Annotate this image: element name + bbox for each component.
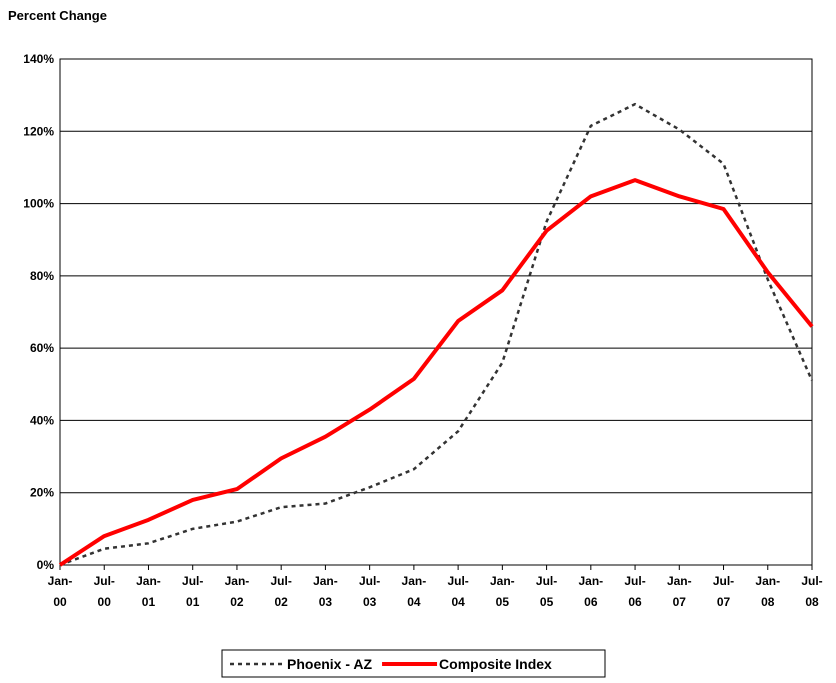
- x-tick-label-part: 06: [584, 595, 598, 609]
- x-tick-label: Jul- 02: [271, 574, 292, 609]
- x-tick-label: Jul- 06: [624, 574, 645, 609]
- x-tick-label-part: Jan-: [490, 574, 515, 588]
- x-tick-label: Jan- 08: [755, 574, 780, 609]
- x-tick-label: Jan- 04: [402, 574, 427, 609]
- x-tick-label-part: 06: [628, 595, 642, 609]
- x-tick-label-part: 01: [142, 595, 156, 609]
- x-tick-label-part: Jan-: [313, 574, 338, 588]
- x-tick-label-part: Jul-: [624, 574, 645, 588]
- x-tick-label: Jul- 05: [536, 574, 557, 609]
- x-tick-label: Jan- 06: [578, 574, 603, 609]
- x-tick-label-part: 04: [451, 595, 465, 609]
- x-tick-label-part: 02: [230, 595, 244, 609]
- x-tick-label-part: 00: [98, 595, 112, 609]
- x-tick-label-part: Jan-: [48, 574, 73, 588]
- x-tick-label-part: 05: [496, 595, 510, 609]
- x-tick-label-part: Jul-: [271, 574, 292, 588]
- x-tick-label-part: 02: [274, 595, 288, 609]
- y-tick-label: 20%: [30, 486, 54, 500]
- x-tick-label-part: 01: [186, 595, 200, 609]
- plot-border: [59, 58, 813, 566]
- x-tick-label: Jul- 08: [801, 574, 822, 609]
- x-tick-label: Jan- 07: [667, 574, 692, 609]
- x-tick-label-part: Jan-: [225, 574, 250, 588]
- chart-title: Percent Change: [8, 8, 107, 23]
- x-tick-label: Jul- 01: [182, 574, 203, 609]
- x-tick-label-part: Jul-: [182, 574, 203, 588]
- x-tick-label-part: 04: [407, 595, 421, 609]
- x-tick-label: Jan- 00: [48, 574, 73, 609]
- y-tick-label: 80%: [30, 269, 54, 283]
- x-tick-label: Jul- 07: [713, 574, 734, 609]
- x-tick-label-part: 08: [805, 595, 819, 609]
- x-tick-label-part: 03: [363, 595, 377, 609]
- x-tick-label-part: 05: [540, 595, 554, 609]
- x-tick-label-part: Jul-: [713, 574, 734, 588]
- x-tick-label-part: Jan-: [667, 574, 692, 588]
- x-tick-label-part: 07: [717, 595, 731, 609]
- x-tick-label: Jan- 05: [490, 574, 515, 609]
- x-tick-label-part: Jul-: [359, 574, 380, 588]
- x-tick-label-part: 07: [673, 595, 687, 609]
- x-tick-label-part: 03: [319, 595, 333, 609]
- y-tick-label: 60%: [30, 341, 54, 355]
- x-tick-label: Jan- 02: [225, 574, 250, 609]
- x-tick-label: Jul- 00: [94, 574, 115, 609]
- y-tick-label: 100%: [23, 197, 54, 211]
- x-tick-label-part: Jul-: [447, 574, 468, 588]
- x-tick-label: Jan- 01: [136, 574, 161, 609]
- x-tick-label: Jul- 03: [359, 574, 380, 609]
- y-tick-label: 40%: [30, 413, 54, 427]
- x-tick-label-part: Jan-: [755, 574, 780, 588]
- x-tick-label-part: 08: [761, 595, 775, 609]
- x-tick-label-part: Jul-: [536, 574, 557, 588]
- y-tick-label: 120%: [23, 124, 54, 138]
- y-tick-label: 0%: [37, 558, 55, 572]
- x-tick-label: Jan- 03: [313, 574, 338, 609]
- series-line: [59, 102, 814, 567]
- x-tick-label-part: Jan-: [578, 574, 603, 588]
- x-tick-label-part: Jan-: [402, 574, 427, 588]
- x-tick-label-part: Jul-: [801, 574, 822, 588]
- y-tick-label: 140%: [23, 52, 54, 66]
- x-tick-label-part: Jan-: [136, 574, 161, 588]
- x-tick-label: Jul- 04: [447, 574, 468, 609]
- legend-label: Phoenix - AZ: [287, 656, 372, 672]
- series-line: [58, 178, 814, 567]
- x-tick-label-part: Jul-: [94, 574, 115, 588]
- x-tick-label-part: 00: [53, 595, 67, 609]
- legend-label: Composite Index: [439, 656, 552, 672]
